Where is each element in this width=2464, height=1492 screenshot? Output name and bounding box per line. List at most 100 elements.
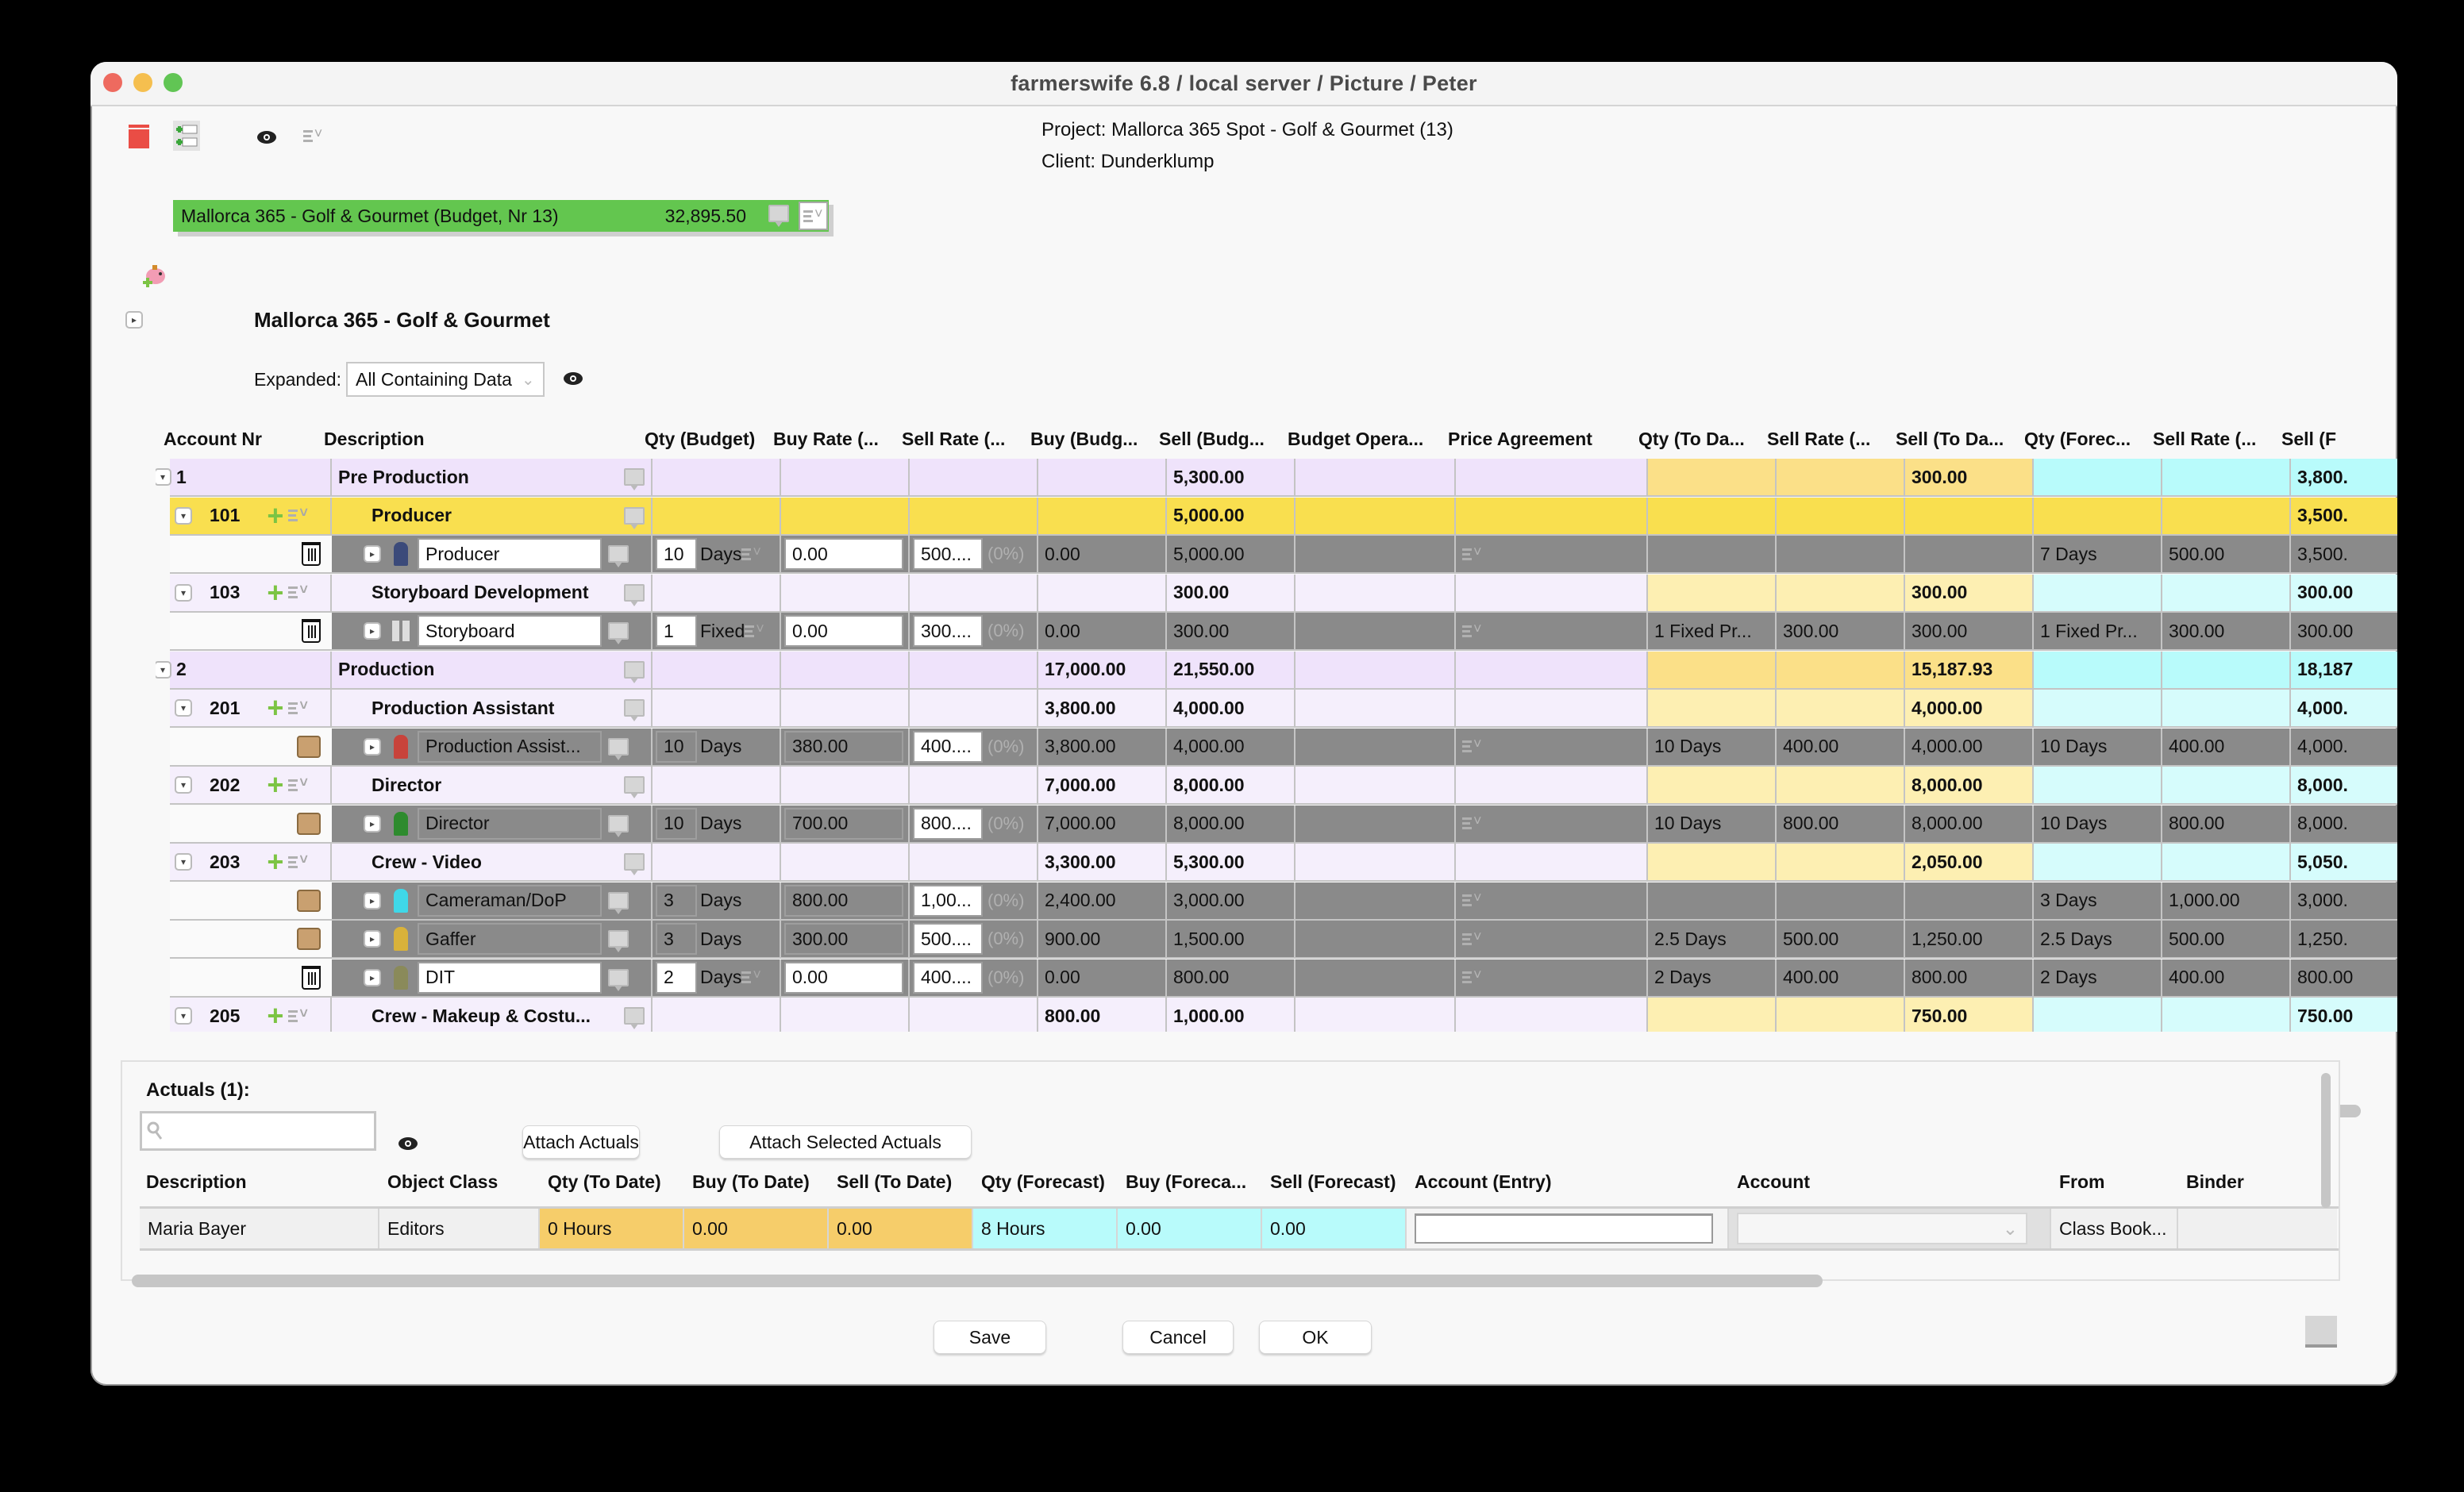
buy-rate-input[interactable]: 700.00 <box>784 807 903 840</box>
item-expand-toggle[interactable]: ▸ <box>364 930 381 948</box>
row-collapse-toggle[interactable]: ▾ <box>175 506 192 525</box>
eye-icon[interactable] <box>397 1136 419 1155</box>
price-agreement-menu-icon[interactable]: ˅ <box>1462 890 1482 909</box>
row-menu-icon[interactable]: ˅ <box>288 775 308 794</box>
handshake-icon[interactable] <box>297 735 321 758</box>
sell-rate-input[interactable]: 1,00... <box>913 884 983 917</box>
comment-icon[interactable] <box>608 930 629 952</box>
add-item-icon[interactable]: + <box>267 498 284 532</box>
buy-rate-input[interactable]: 300.00 <box>784 923 903 955</box>
price-agreement-menu-icon[interactable]: ˅ <box>1462 929 1482 948</box>
line-item-row[interactable]: ▸ Production Assist... 10 Days 380.00 400....… <box>156 728 2397 767</box>
item-expand-toggle[interactable]: ▸ <box>364 968 381 986</box>
comment-icon[interactable] <box>624 853 645 875</box>
col-account-nr[interactable]: Account Nr <box>164 429 262 449</box>
buy-rate-input[interactable]: 800.00 <box>784 884 903 917</box>
item-expand-toggle[interactable]: ▸ <box>364 814 381 833</box>
cancel-button[interactable]: Cancel <box>1122 1321 1234 1354</box>
sell-rate-input[interactable]: 500.... <box>913 538 983 570</box>
account-row[interactable]: 202 + ˅ Director 7,000.00 8,000.00 8,000.00 8,0… <box>156 767 2397 805</box>
account-row[interactable]: 203 + ˅ Crew - Video 3,300.00 5,300.00 2,050.0… <box>156 844 2397 882</box>
price-agreement-menu-icon[interactable]: ˅ <box>1462 736 1482 755</box>
trash-icon[interactable] <box>302 542 321 566</box>
comment-icon[interactable] <box>768 205 789 227</box>
sell-rate-input[interactable]: 800.... <box>913 807 983 840</box>
budget-selector[interactable]: Mallorca 365 - Golf & Gourmet (Budget, N… <box>173 200 829 232</box>
col-description[interactable]: Description <box>324 429 425 449</box>
col-sell-rate[interactable]: Sell Rate (... <box>902 429 1006 449</box>
row-collapse-toggle[interactable]: ▾ <box>156 660 171 679</box>
act-col-account-entry[interactable]: Account (Entry) <box>1415 1171 1552 1192</box>
col-sell-todate[interactable]: Sell (To Da... <box>1896 429 2004 449</box>
act-col-from[interactable]: From <box>2059 1171 2105 1192</box>
comment-icon[interactable] <box>624 583 645 606</box>
unit-label[interactable]: Days <box>700 813 742 833</box>
comment-icon[interactable] <box>608 814 629 837</box>
line-item-row[interactable]: ▸ Storyboard 1 Fixed ˅ 0.00 300.... (0%) 0.00 300… <box>156 613 2397 651</box>
act-col-buy-todate[interactable]: Buy (To Date) <box>692 1171 810 1192</box>
unit-label[interactable]: Days <box>700 543 742 564</box>
unit-menu-icon[interactable]: ˅ <box>741 967 761 986</box>
price-agreement-menu-icon[interactable]: ˅ <box>1462 621 1482 640</box>
footer-menu-icon[interactable] <box>2305 1316 2337 1348</box>
actuals-horizontal-scrollbar[interactable] <box>132 1275 1823 1287</box>
act-col-sell-todate[interactable]: Sell (To Date) <box>837 1171 953 1192</box>
row-collapse-toggle[interactable]: ▾ <box>156 468 171 486</box>
col-qty-todate[interactable]: Qty (To Da... <box>1638 429 1745 449</box>
trash-icon[interactable] <box>302 965 321 990</box>
row-collapse-toggle[interactable]: ▾ <box>175 583 192 602</box>
qty-input[interactable]: 10 <box>656 730 697 763</box>
act-col-qty-forecast[interactable]: Qty (Forecast) <box>981 1171 1105 1192</box>
line-item-row[interactable]: ▸ Producer 10 Days ˅ 0.00 500.... (0%) 0.00 5,000… <box>156 536 2397 574</box>
act-col-binder[interactable]: Binder <box>2186 1171 2244 1192</box>
close-window-button[interactable] <box>103 73 122 92</box>
item-name-input[interactable]: Director <box>418 807 602 840</box>
line-item-row[interactable]: ▸ Cameraman/DoP 3 Days 800.00 1,00... (0%) 2,40… <box>156 882 2397 921</box>
comment-icon[interactable] <box>608 545 629 567</box>
buy-rate-input[interactable]: 0.00 <box>784 615 903 647</box>
act-col-description[interactable]: Description <box>146 1171 247 1192</box>
col-qty-forecast[interactable]: Qty (Forec... <box>2024 429 2131 449</box>
menu-options-icon[interactable]: ˅ <box>300 124 325 148</box>
unit-label[interactable]: Days <box>700 928 742 949</box>
eye-icon[interactable] <box>562 369 584 390</box>
qty-input[interactable]: 10 <box>656 807 697 840</box>
add-item-icon[interactable]: + <box>267 845 284 878</box>
col-sell-rate-forecast[interactable]: Sell Rate (... <box>2153 429 2257 449</box>
line-item-row[interactable]: ▸ Director 10 Days 700.00 800.... (0%) 7,000.00… <box>156 805 2397 844</box>
comment-icon[interactable] <box>624 506 645 529</box>
add-rows-icon[interactable] <box>173 121 200 151</box>
row-menu-icon[interactable]: ˅ <box>288 1006 308 1025</box>
item-name-input[interactable]: Production Assist... <box>418 730 602 763</box>
item-expand-toggle[interactable]: ▸ <box>364 545 381 563</box>
qty-input[interactable]: 1 <box>656 615 697 647</box>
row-collapse-toggle[interactable]: ▾ <box>175 776 192 794</box>
item-name-input[interactable]: Storyboard <box>418 615 602 647</box>
category-row[interactable]: 2 Production 17,000.00 21,550.00 15,187.93 18… <box>156 651 2397 690</box>
maximize-window-button[interactable] <box>164 73 183 92</box>
save-button[interactable]: Save <box>934 1321 1046 1354</box>
add-item-icon[interactable]: + <box>267 691 284 724</box>
sell-rate-input[interactable]: 300.... <box>913 615 983 647</box>
row-menu-icon[interactable]: ˅ <box>288 583 308 601</box>
account-row[interactable]: 103 + ˅ Storyboard Development 300.00 300.00 3… <box>156 574 2397 613</box>
actuals-search-input[interactable] <box>140 1111 376 1151</box>
qty-input[interactable]: 10 <box>656 538 697 570</box>
calendar-icon[interactable] <box>127 122 151 151</box>
col-sell-rate-todate[interactable]: Sell Rate (... <box>1767 429 1871 449</box>
piggy-bank-add-icon[interactable] <box>140 260 167 291</box>
price-agreement-menu-icon[interactable]: ˅ <box>1462 967 1482 986</box>
row-menu-icon[interactable]: ˅ <box>288 506 308 524</box>
unit-menu-icon[interactable]: ˅ <box>741 544 761 563</box>
col-budget-operation[interactable]: Budget Opera... <box>1288 429 1424 449</box>
item-expand-toggle[interactable]: ▸ <box>364 891 381 909</box>
act-col-qty-todate[interactable]: Qty (To Date) <box>548 1171 661 1192</box>
comment-icon[interactable] <box>624 468 645 490</box>
add-item-icon[interactable]: + <box>267 999 284 1032</box>
buy-rate-input[interactable]: 380.00 <box>784 730 903 763</box>
row-menu-icon[interactable]: ˅ <box>288 852 308 871</box>
minimize-window-button[interactable] <box>133 73 152 92</box>
unit-menu-icon[interactable]: ˅ <box>745 621 764 640</box>
item-expand-toggle[interactable]: ▸ <box>364 737 381 756</box>
row-collapse-toggle[interactable]: ▾ <box>175 853 192 871</box>
